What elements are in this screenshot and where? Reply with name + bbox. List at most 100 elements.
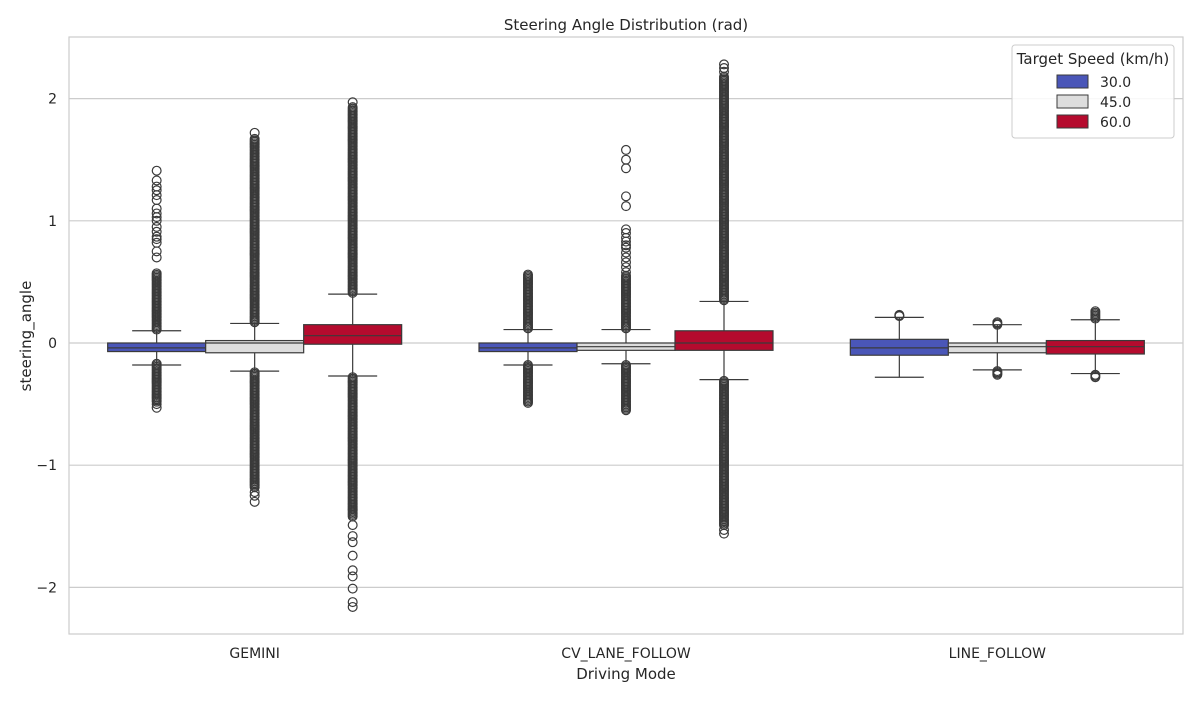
outlier-point <box>249 496 260 507</box>
outlier-point <box>620 154 631 165</box>
box-iqr <box>1045 339 1145 355</box>
box-iqr <box>107 342 207 353</box>
box-iqr <box>303 324 403 345</box>
legend-swatch <box>1056 114 1089 129</box>
outlier-point <box>620 262 631 273</box>
outlier-point <box>718 63 729 74</box>
outlier-point <box>620 242 631 253</box>
outlier-point <box>151 208 162 219</box>
outlier-point <box>249 367 260 378</box>
outlier-point <box>151 237 162 248</box>
legend-label: 60.0 <box>1100 115 1131 131</box>
outlier-point <box>1090 306 1101 317</box>
y-tick-label: 0 <box>48 336 57 352</box>
x-tick-label: GEMINI <box>229 646 280 662</box>
outlier-point <box>151 226 162 237</box>
outlier-point <box>620 224 631 235</box>
outlier-point <box>151 358 162 369</box>
y-axis-label: steering_angle <box>17 281 36 392</box>
y-tick-label: 1 <box>48 214 57 230</box>
legend-swatch <box>1056 74 1089 89</box>
outlier-point <box>620 247 631 258</box>
outlier-point <box>347 597 358 608</box>
box-iqr <box>849 338 949 356</box>
outlier-point <box>347 531 358 542</box>
outlier-point <box>151 268 162 279</box>
x-tick-label: CV_LANE_FOLLOW <box>561 646 691 662</box>
outlier-point <box>620 240 631 251</box>
box-group <box>478 269 578 408</box>
outlier-point <box>249 127 260 138</box>
outlier-point <box>151 234 162 245</box>
outlier-point <box>249 490 260 501</box>
box-group <box>107 165 207 413</box>
outlier-point <box>620 257 631 268</box>
x-axis-label: Driving Mode <box>576 665 676 683</box>
outlier-point <box>151 181 162 192</box>
outlier-point <box>620 267 631 278</box>
outlier-point <box>620 228 631 239</box>
outlier-point <box>151 195 162 206</box>
box-iqr <box>947 342 1047 354</box>
plot-frame <box>68 36 1184 635</box>
outlier-point <box>992 317 1003 328</box>
outlier-point <box>249 487 260 498</box>
box-group <box>205 127 305 507</box>
outlier-point <box>992 366 1003 377</box>
box-iqr <box>674 330 774 351</box>
outlier-point <box>620 359 631 370</box>
outlier-point <box>620 191 631 202</box>
outlier-point <box>347 97 358 108</box>
x-tick-label: LINE_FOLLOW <box>949 646 1046 662</box>
chart-title: Steering Angle Distribution (rad) <box>504 16 748 34</box>
outlier-point <box>151 165 162 176</box>
outlier-point <box>347 372 358 383</box>
box-group <box>947 317 1047 380</box>
outlier-point <box>718 524 729 535</box>
box-group <box>1045 306 1145 383</box>
outlier-point <box>347 520 358 531</box>
box-iqr <box>478 342 578 353</box>
outlier-point <box>894 309 905 320</box>
outlier-point <box>151 399 162 410</box>
x-tick-layer: GEMINI CV_LANE_FOLLOW LINE_FOLLOW <box>229 646 1046 662</box>
outlier-point <box>620 252 631 263</box>
outlier-point <box>347 550 358 561</box>
legend-swatch <box>1056 94 1089 109</box>
outlier-point <box>347 102 358 113</box>
box-group <box>576 144 676 416</box>
outlier-point <box>151 402 162 413</box>
outlier-point <box>718 528 729 539</box>
legend-label: 45.0 <box>1100 95 1131 111</box>
outlier-point <box>347 565 358 576</box>
outlier-point <box>620 201 631 212</box>
outlier-point <box>151 221 162 232</box>
outlier-point <box>347 601 358 612</box>
outlier-point <box>151 175 162 186</box>
legend: Target Speed (km/h) 30.0 45.0 60.0 <box>1011 44 1175 139</box>
y-tick-layer: 2 1 0 −1 −2 <box>36 92 57 597</box>
outlier-point <box>249 133 260 144</box>
outlier-point <box>151 252 162 263</box>
outlier-point <box>151 185 162 196</box>
y-tick-label: 2 <box>48 92 57 108</box>
box-group <box>303 97 403 612</box>
box-iqr <box>205 339 305 354</box>
legend-label: 30.0 <box>1100 75 1131 91</box>
outlier-point <box>347 537 358 548</box>
legend-frame <box>1011 44 1175 139</box>
outlier-point <box>347 583 358 594</box>
box-layer <box>107 59 1145 612</box>
outlier-point <box>718 59 729 70</box>
outlier-point <box>1090 369 1101 380</box>
outlier-point <box>718 375 729 386</box>
y-tick-label: −2 <box>36 580 57 596</box>
outlier-point <box>522 269 533 280</box>
outlier-point <box>151 215 162 226</box>
outlier-point <box>522 359 533 370</box>
box-group <box>849 309 949 378</box>
outlier-point <box>620 144 631 155</box>
legend-items: 30.0 45.0 60.0 <box>1056 74 1131 131</box>
y-tick-label: −1 <box>36 458 57 474</box>
